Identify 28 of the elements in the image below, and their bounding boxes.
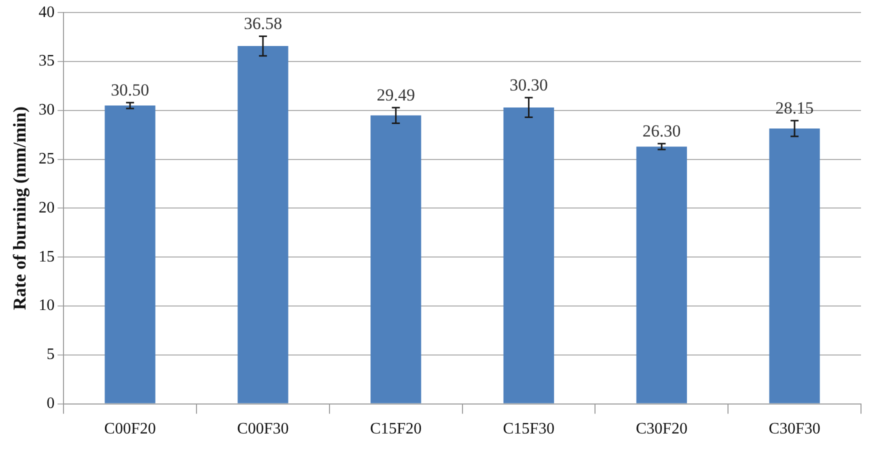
x-tick-label: C15F30: [502, 420, 555, 438]
y-tick-label: 35: [38, 52, 55, 70]
data-label: 29.49: [376, 86, 415, 105]
x-tick-label: C15F20: [370, 420, 422, 438]
y-tick-label: 40: [38, 4, 55, 21]
bar: [503, 107, 554, 404]
y-tick-label: 0: [46, 395, 55, 412]
bar: [238, 46, 288, 404]
bar: [636, 146, 687, 404]
bar: [370, 115, 422, 404]
y-axis-title: Rate of burning (mm/min): [9, 106, 30, 310]
x-tick-label: C30F30: [768, 420, 820, 438]
y-tick-label: 30: [38, 102, 55, 119]
y-tick-label: 20: [38, 199, 55, 216]
y-tick-label: 15: [38, 248, 55, 266]
x-tick-label: C00F20: [104, 420, 156, 438]
data-label: 36.58: [244, 14, 282, 34]
data-label: 30.50: [110, 80, 150, 100]
data-label: 30.30: [510, 76, 548, 95]
data-label: 26.30: [642, 122, 681, 141]
y-tick-label: 5: [46, 346, 55, 364]
bar: [769, 128, 820, 404]
x-tick-label: C30F20: [636, 420, 688, 438]
x-tick-label: C00F30: [237, 420, 289, 438]
y-tick-label: 10: [38, 297, 55, 314]
bar: [104, 106, 156, 404]
data-label: 28.15: [775, 98, 814, 118]
y-tick-label: 25: [38, 150, 55, 168]
